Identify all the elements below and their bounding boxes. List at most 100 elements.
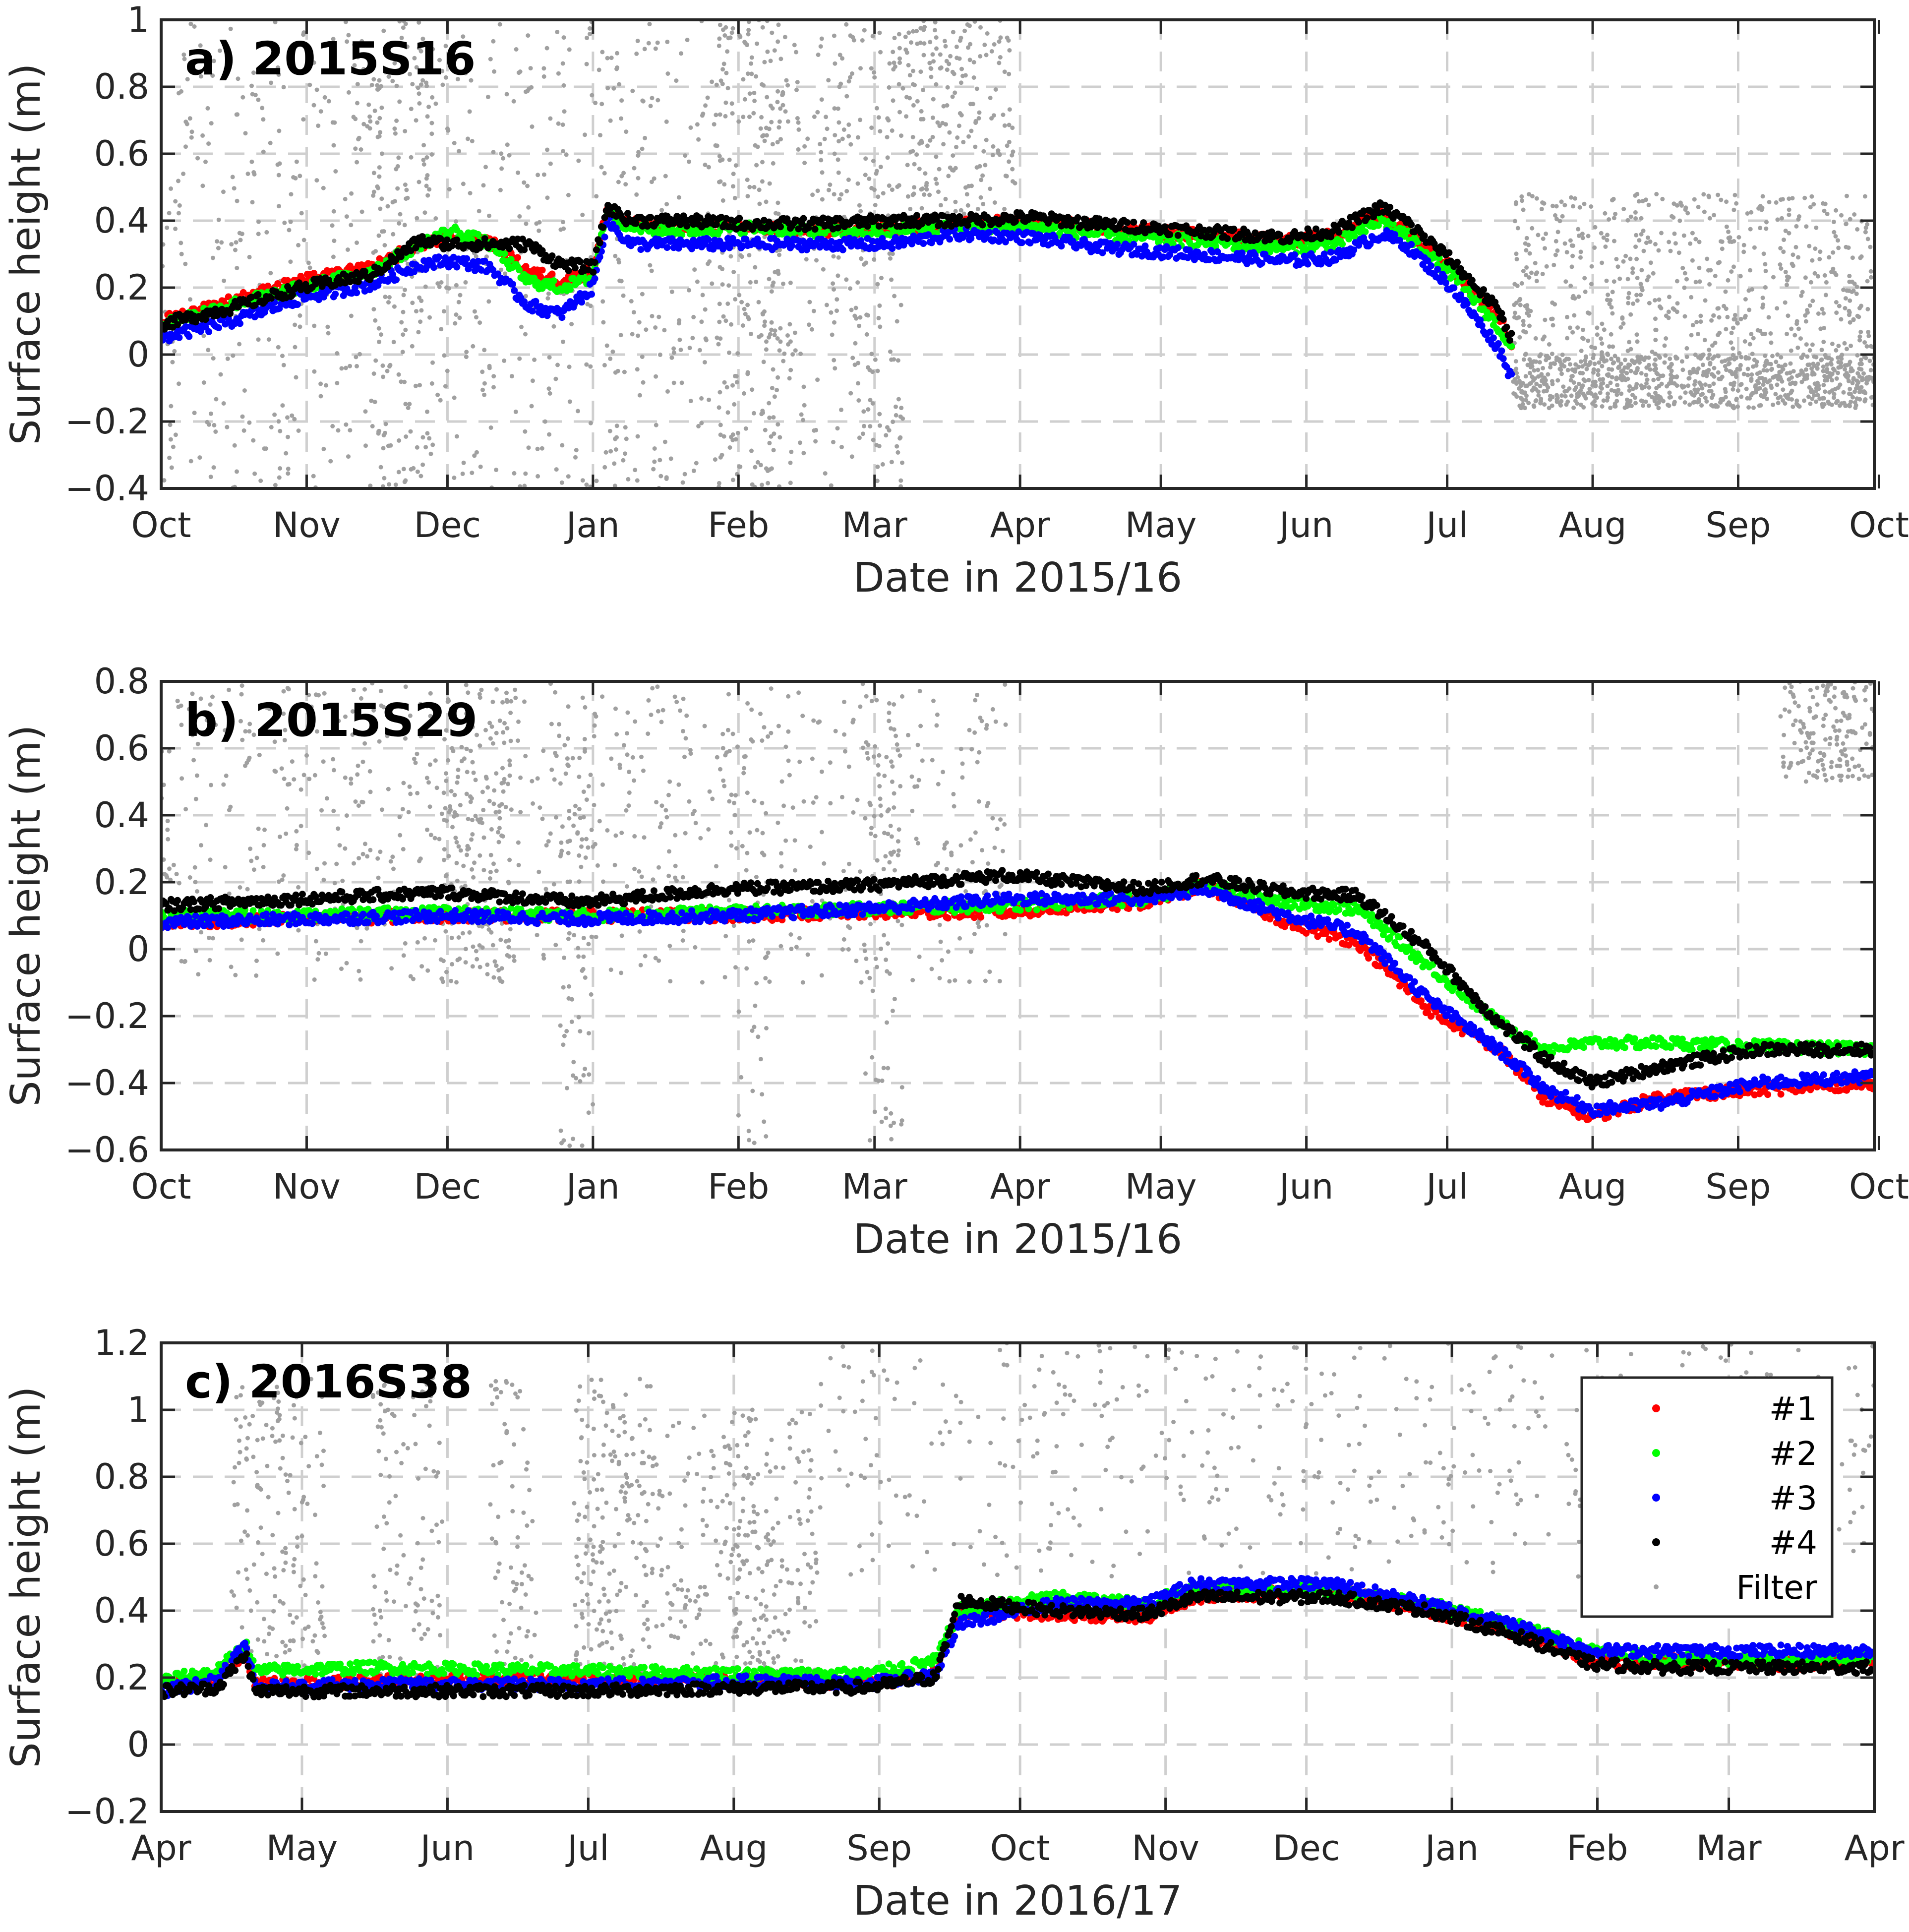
filter-point <box>1615 383 1620 388</box>
filter-point <box>1533 336 1538 341</box>
filter-point <box>1749 378 1754 383</box>
filter-point <box>293 322 298 327</box>
filter-point <box>1524 265 1529 270</box>
filter-point <box>1864 381 1869 386</box>
series-point <box>578 299 586 306</box>
filter-point <box>1849 366 1853 371</box>
filter-point <box>1743 356 1748 361</box>
filter-point <box>749 331 753 336</box>
filter-point <box>238 238 243 242</box>
filter-point <box>511 99 516 104</box>
filter-point <box>1784 395 1789 400</box>
filter-point <box>990 153 995 158</box>
filter-point <box>835 273 840 278</box>
filter-point <box>183 261 188 266</box>
filter-point <box>792 43 797 48</box>
filter-point <box>967 23 972 28</box>
filter-point <box>559 480 564 485</box>
filter-point <box>1512 219 1517 224</box>
filter-point <box>1568 283 1573 288</box>
filter-point <box>734 380 739 385</box>
filter-point <box>553 376 558 381</box>
filter-point <box>1661 373 1666 378</box>
filter-point <box>293 345 298 350</box>
filter-point <box>1576 364 1581 369</box>
filter-point <box>824 302 829 307</box>
filter-point <box>633 468 638 473</box>
filter-point <box>471 344 476 349</box>
filter-point <box>696 423 701 428</box>
filter-point <box>435 281 440 286</box>
filter-point <box>1786 313 1790 318</box>
filter-point <box>486 299 491 304</box>
filter-point <box>536 474 540 479</box>
filter-point <box>1780 197 1785 202</box>
filter-point <box>1808 401 1813 406</box>
filter-point <box>439 280 444 285</box>
filter-point <box>890 187 895 192</box>
filter-point <box>401 309 406 314</box>
filter-point <box>648 104 653 109</box>
filter-point <box>846 134 851 139</box>
filter-point <box>1697 265 1702 270</box>
filter-point <box>665 389 670 394</box>
filter-point <box>1746 405 1751 410</box>
filter-point <box>872 70 877 75</box>
filter-point <box>280 354 285 359</box>
filter-point <box>165 225 170 230</box>
filter-point <box>1527 323 1532 328</box>
filter-point <box>981 149 986 154</box>
filter-point <box>862 28 867 33</box>
filter-point <box>370 424 375 428</box>
filter-point <box>1695 390 1700 394</box>
filter-point <box>1542 402 1547 407</box>
filter-point <box>720 157 725 162</box>
filter-point <box>820 197 825 202</box>
filter-point <box>600 50 605 55</box>
filter-point <box>1704 399 1709 404</box>
filter-point <box>870 401 875 406</box>
filter-point <box>904 114 909 119</box>
filter-point <box>425 193 430 198</box>
filter-point <box>1821 383 1826 387</box>
filter-point <box>1611 344 1615 349</box>
filter-point <box>1641 403 1646 408</box>
filter-point <box>836 255 841 260</box>
filter-point <box>600 299 605 304</box>
filter-point <box>607 428 612 433</box>
filter-point <box>1554 399 1559 404</box>
filter-point <box>778 137 783 142</box>
series-point <box>1169 240 1177 247</box>
filter-point <box>1750 352 1755 357</box>
filter-point <box>1659 398 1664 403</box>
filter-point <box>392 61 397 65</box>
filter-point <box>1790 196 1795 201</box>
filter-point <box>778 57 783 61</box>
filter-point <box>1536 393 1541 398</box>
filter-point <box>1546 385 1551 390</box>
filter-point <box>195 156 200 161</box>
filter-point <box>1758 403 1763 408</box>
filter-point <box>401 467 406 472</box>
filter-point <box>872 187 877 192</box>
filter-point <box>1551 203 1555 208</box>
filter-point <box>954 56 959 60</box>
filter-point <box>833 366 837 371</box>
filter-point <box>1549 362 1553 366</box>
filter-point <box>1845 347 1849 352</box>
filter-point <box>921 87 926 92</box>
filter-point <box>369 398 374 403</box>
filter-point <box>162 478 167 483</box>
filter-point <box>1607 217 1611 222</box>
filter-point <box>440 82 445 87</box>
filter-point <box>767 126 772 131</box>
filter-point <box>889 277 894 282</box>
filter-point <box>1652 362 1657 367</box>
filter-point <box>1538 352 1543 357</box>
filter-point <box>438 398 443 403</box>
filter-point <box>780 92 785 97</box>
filter-point <box>1718 400 1723 405</box>
filter-point <box>482 392 487 397</box>
filter-point <box>712 122 716 127</box>
